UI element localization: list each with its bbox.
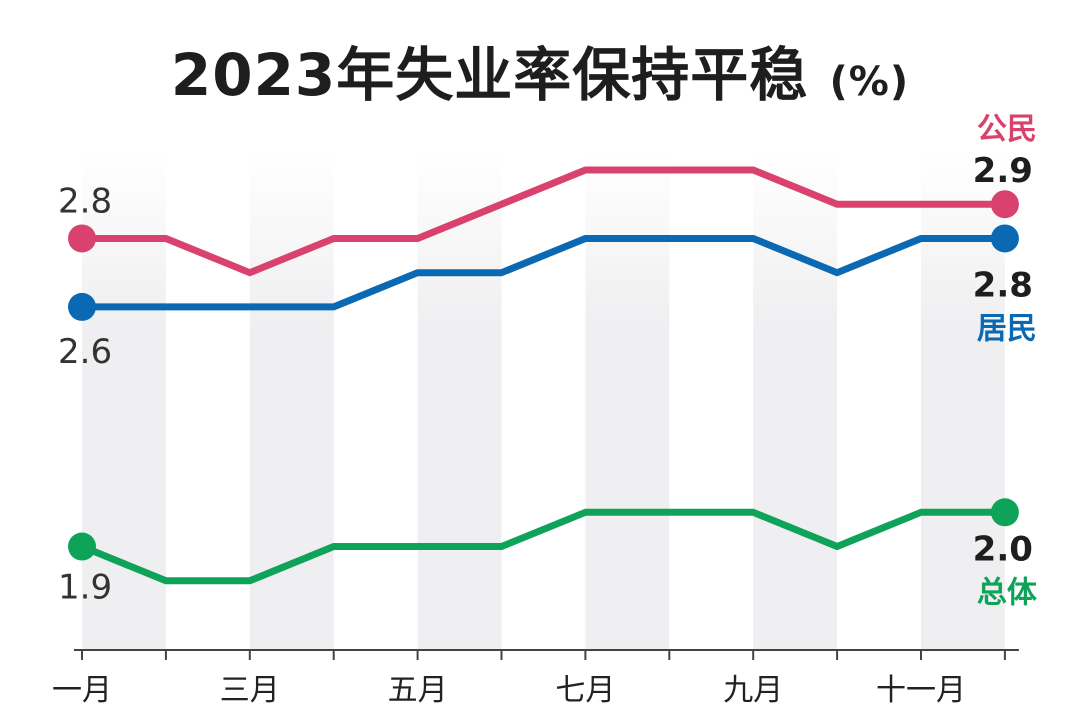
chart-title: 2023年失业率保持平稳 (%) (0, 28, 1080, 112)
series-end-marker (990, 224, 1019, 253)
chart-title-unit: (%) (829, 59, 910, 105)
x-tick-label: 十一月 (876, 673, 966, 708)
x-tick-label: 一月 (52, 673, 112, 708)
series-end-value: 2.9 (973, 151, 1033, 191)
series-line (78, 508, 1009, 585)
background-band (585, 152, 670, 650)
background-band (753, 152, 838, 650)
series-start-label: 1.9 (58, 568, 112, 608)
series-end-value: 2.0 (973, 529, 1033, 569)
x-tick-label: 五月 (388, 673, 448, 708)
series-line (78, 166, 1009, 277)
series-name-label: 总体 (977, 575, 1038, 610)
series-name-label: 居民 (977, 311, 1037, 346)
series-end-marker (990, 190, 1019, 219)
series-end-marker (990, 498, 1019, 527)
series-name-label: 公民 (977, 112, 1037, 147)
series-start-marker (68, 292, 96, 321)
series-start-label: 2.6 (58, 332, 112, 372)
series-start-marker (68, 224, 96, 253)
chart-title-text: 2023年失业率保持平稳 (170, 41, 809, 109)
background-band (417, 152, 502, 650)
x-tick-label: 九月 (723, 673, 783, 708)
series-end-value: 2.8 (973, 265, 1033, 305)
x-tick-label: 三月 (220, 673, 280, 708)
x-tick-label: 七月 (555, 673, 615, 708)
series-start-marker (68, 532, 96, 561)
series-line (78, 234, 1009, 311)
series-start-label: 2.8 (58, 181, 112, 221)
